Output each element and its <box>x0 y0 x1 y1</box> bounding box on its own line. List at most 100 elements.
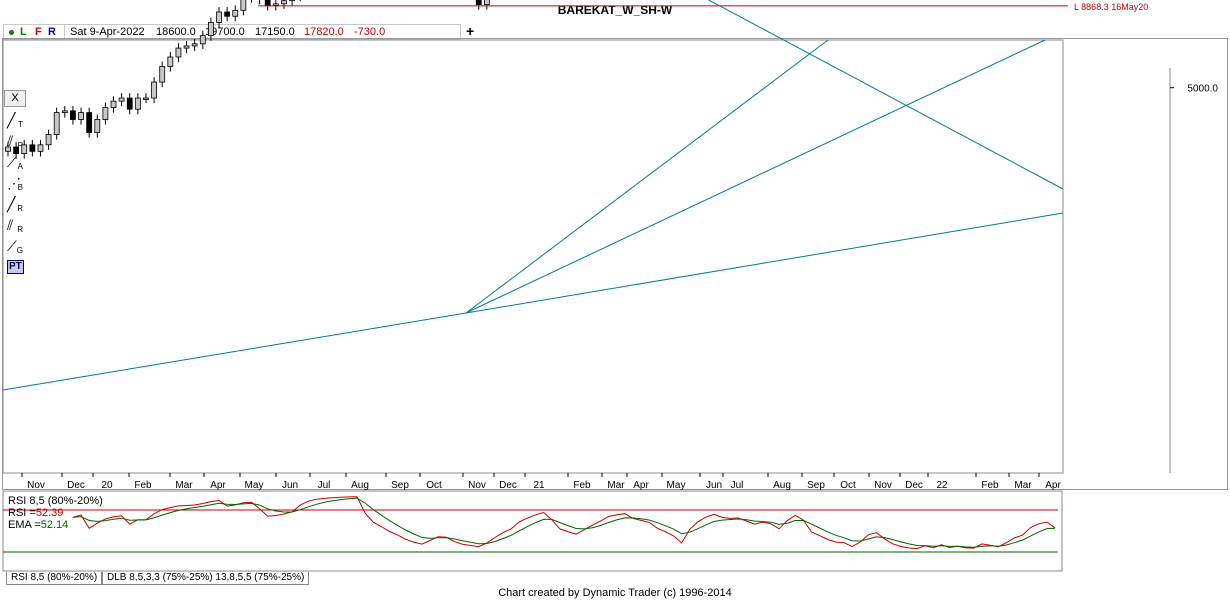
x-tick-label: Feb <box>573 480 591 491</box>
x-tick-label: May <box>667 480 686 491</box>
letter-r-button[interactable]: R <box>48 26 56 38</box>
candle <box>475 0 482 6</box>
candle <box>53 112 60 135</box>
retracement-tool[interactable]: ╱ R <box>7 196 23 213</box>
quote-close: 17820.0 <box>304 26 344 38</box>
x-tick-label: Mar <box>1014 480 1032 491</box>
candle <box>208 22 214 37</box>
candle <box>70 110 76 120</box>
candle <box>94 119 101 133</box>
rsi-panel <box>2 490 1063 572</box>
x-tick-label: Sep <box>807 480 825 491</box>
x-tick-label: Dec <box>499 480 517 491</box>
ema-value: 52.14 <box>40 519 69 531</box>
rsi-value: 52.39 <box>35 507 64 519</box>
tab-dlb[interactable]: DLB 8,5,3,3 (75%-25%) 13,8,5,5 (75%-25%) <box>102 572 310 585</box>
x-tick-label: Dec <box>905 480 923 491</box>
x-tick-label: 21 <box>533 480 545 491</box>
status-dot-icon <box>9 30 14 35</box>
x-tick-label: Mar <box>175 480 193 491</box>
letter-f-button[interactable]: F <box>35 26 42 38</box>
x-tick-label: Feb <box>134 480 152 491</box>
rsi-line <box>72 496 1056 550</box>
x-tick-label: 22 <box>936 480 948 491</box>
quote-change: -730.0 <box>354 26 386 38</box>
low-annotation: L 8868.3 16May20 <box>1074 2 1148 12</box>
candle <box>134 97 141 110</box>
candle <box>78 112 84 120</box>
x-tick-label: Apr <box>210 480 226 491</box>
x-tick-label: Nov <box>874 480 892 491</box>
g-tool[interactable]: ⟋ G <box>7 238 23 255</box>
candle <box>240 0 247 11</box>
candle <box>102 107 109 120</box>
ema-line <box>72 497 1056 548</box>
candle <box>167 56 174 67</box>
quote-info-bar: L F R Sat 9-Apr-2022 18600.0 19700.0 171… <box>3 24 461 40</box>
candle <box>159 66 166 83</box>
retracement-icon: ╱ <box>7 196 16 212</box>
candle <box>21 144 28 155</box>
x-tick-label: Jul <box>731 480 744 491</box>
candle <box>110 100 117 108</box>
candle <box>151 81 157 99</box>
candle <box>224 11 231 17</box>
trendline <box>2 312 467 391</box>
r-lines-tool[interactable]: ⫽ R <box>7 217 23 234</box>
x-tick-label: Jun <box>282 480 298 491</box>
x-tick-label: Apr <box>1045 480 1061 491</box>
trendline <box>465 212 1064 314</box>
candle <box>272 3 279 6</box>
candle <box>118 97 125 102</box>
candle <box>61 110 68 113</box>
quote-date: Sat 9-Apr-2022 <box>70 26 145 38</box>
x-tick-label: Dec <box>67 480 85 491</box>
quote-low: 17150.0 <box>255 26 295 38</box>
candle <box>45 134 52 146</box>
x-tick-label: Aug <box>773 480 791 491</box>
fan-icon: ⟋ <box>7 154 17 170</box>
x-tick-label: Mar <box>607 480 625 491</box>
candle <box>289 0 295 2</box>
quote-high: 19700.0 <box>205 26 245 38</box>
candle <box>37 144 44 152</box>
rsi-legend: RSI =52.39 <box>8 507 64 519</box>
x-tick-label: Apr <box>633 480 649 491</box>
plot-area <box>2 39 1064 474</box>
pt-tool-icon: PT <box>7 260 24 274</box>
add-button[interactable]: + <box>466 23 475 39</box>
candle <box>216 11 222 23</box>
parallel-lines-icon: ⫽ <box>7 133 14 149</box>
x-tick-label: Nov <box>27 480 45 491</box>
candle <box>264 0 271 6</box>
candle <box>175 47 182 58</box>
fan-tool[interactable]: ⟋ A <box>7 154 23 171</box>
x-tick-label: Feb <box>981 480 999 491</box>
trendline-tool[interactable]: ╱ T <box>7 112 23 129</box>
trendline <box>465 39 829 314</box>
candle <box>5 146 11 152</box>
footer-credit: Chart created by Dynamic Trader (c) 1996… <box>498 587 732 599</box>
parallel-lines-tool[interactable]: ⫽ P <box>7 133 23 150</box>
candle <box>281 0 287 5</box>
x-tick-label: Sep <box>391 480 409 491</box>
x-tick-label: Nov <box>468 480 486 491</box>
candle <box>126 97 133 110</box>
pt-tool[interactable]: PT <box>4 258 26 277</box>
letter-l-button[interactable]: L <box>20 26 27 38</box>
g-tool-icon: ⟋ <box>7 238 17 254</box>
candle <box>191 43 198 47</box>
x-tick-label: Jun <box>706 480 722 491</box>
rsi-panel-title: RSI 8,5 (80%-20%) <box>8 495 103 507</box>
x-tick-label: Aug <box>351 480 369 491</box>
b-tool-icon: ⋰ <box>7 175 21 191</box>
b-tool[interactable]: ⋰ B <box>7 175 23 192</box>
x-tick-label: Oct <box>426 480 442 491</box>
tab-rsi[interactable]: RSI 8,5 (80%-20%) <box>6 572 103 585</box>
candle <box>29 144 36 152</box>
close-toolbar-button[interactable]: X <box>4 90 26 107</box>
candle <box>483 0 490 6</box>
r-lines-icon: ⫽ <box>7 217 14 233</box>
trendline <box>707 0 1064 190</box>
